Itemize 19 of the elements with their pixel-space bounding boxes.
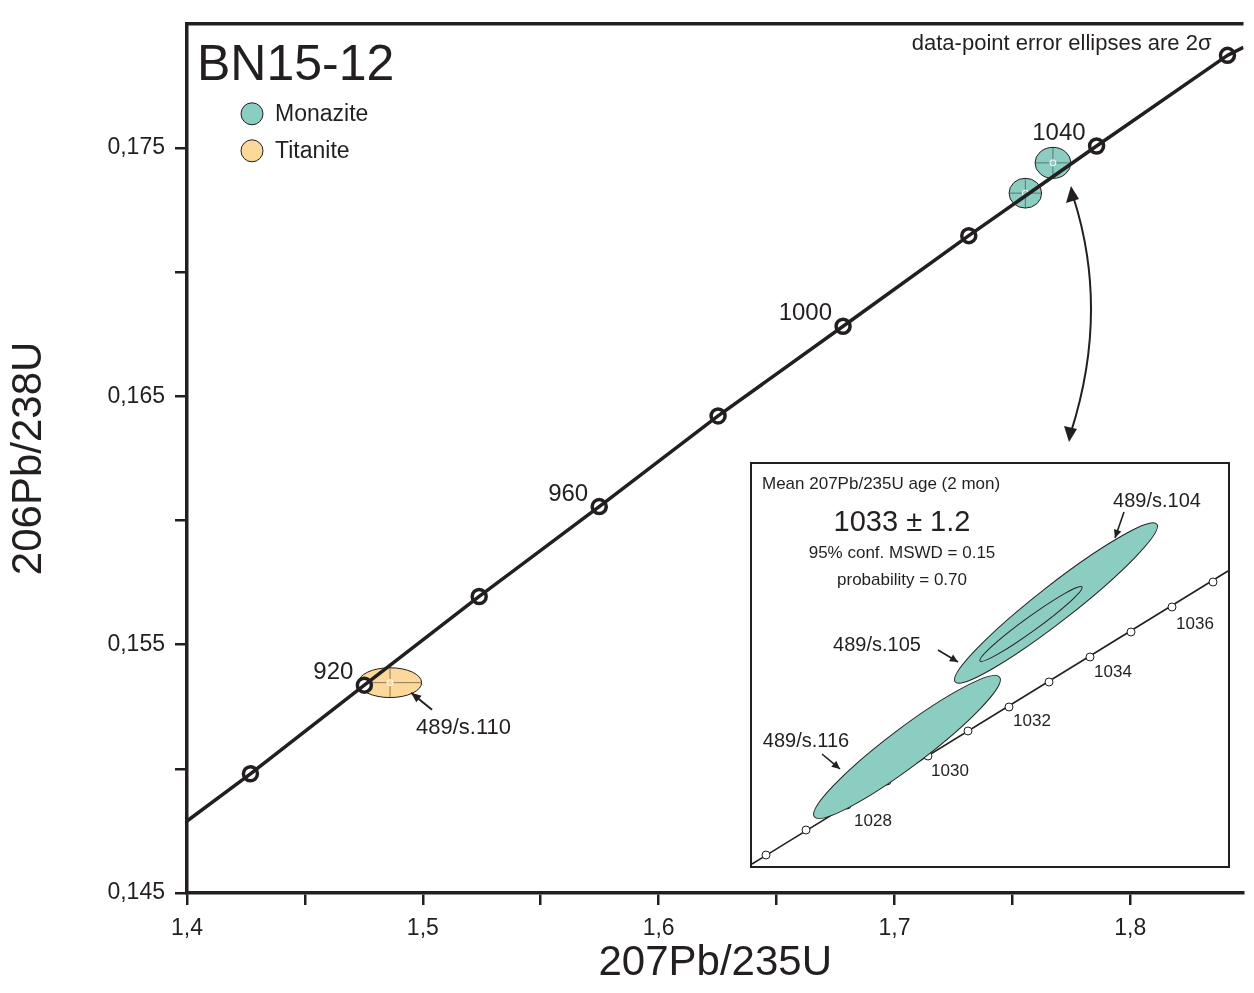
y-tick-label: 0,175 — [107, 133, 165, 160]
x-tick-label: 1,7 — [878, 914, 911, 941]
y-axis-title: 206Pb/238U — [2, 341, 50, 576]
y-tick-label: 0,155 — [107, 630, 165, 656]
legend-label: Monazite — [275, 100, 369, 127]
annotation: 960 — [548, 478, 589, 506]
y-tick-label: 0,165 — [107, 381, 165, 408]
legend-label: Titanite — [275, 137, 350, 164]
annotation: 1000 — [778, 298, 833, 326]
y-tick-label: 0,145 — [107, 878, 165, 905]
annotation: data-point error ellipses are 2σ — [911, 29, 1212, 55]
chart-title: BN15-12 — [197, 34, 395, 91]
x-tick-label: 1,5 — [406, 914, 439, 941]
annotation: 489/s.110 — [416, 713, 512, 739]
annotation: 920 — [313, 657, 354, 685]
x-tick-label: 1,8 — [1114, 914, 1147, 941]
point — [386, 679, 394, 687]
x-tick-label: 1,4 — [171, 914, 204, 941]
annotation: 1040 — [1032, 117, 1086, 145]
